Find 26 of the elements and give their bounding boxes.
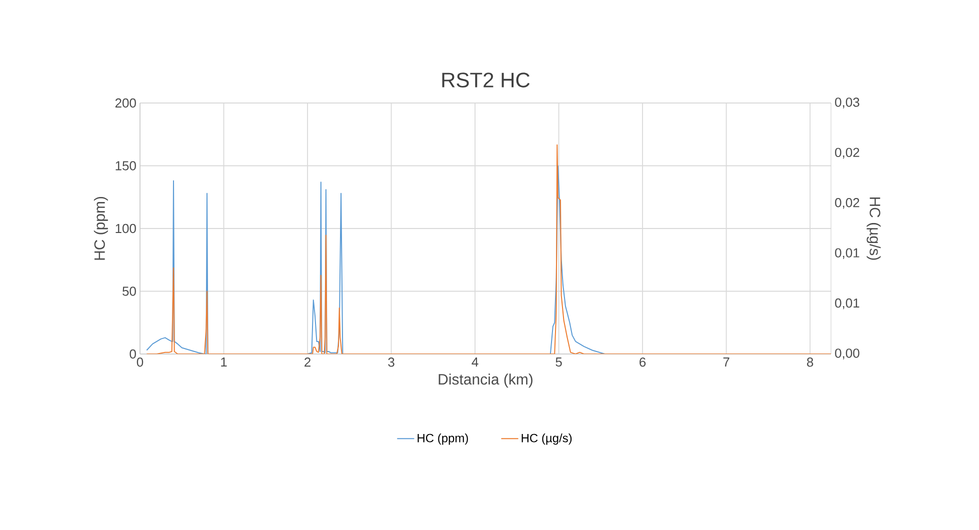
y-tick-label: 200	[115, 98, 136, 108]
x-tick-label: 0	[136, 358, 144, 367]
legend-label: HC (µg/s)	[522, 434, 572, 445]
y2-axis-title: HC (µg/s)	[866, 197, 881, 260]
y2-tick-label: 0,02	[835, 198, 860, 209]
x-tick-label: 3	[388, 358, 394, 367]
y2-tick-label: 0,02	[835, 148, 860, 159]
x-tick-label: 4	[472, 358, 478, 366]
y-tick-label: 0	[130, 349, 136, 359]
y2-tick-label: 0,01	[835, 248, 860, 259]
x-axis-title: Distancia (km)	[438, 374, 532, 388]
y-axis-title: HC (ppm)	[94, 196, 108, 260]
x-tick-label: 1	[221, 358, 227, 366]
y-tick-label: 150	[116, 161, 136, 170]
y-tick-label: 100	[116, 224, 136, 234]
y-tick-label: 50	[122, 286, 136, 296]
x-tick-label: 8	[807, 358, 814, 367]
x-tick-label: 7	[723, 358, 730, 366]
chart-title: RST2 HC	[442, 72, 530, 88]
y2-tick-label: 0,01	[835, 298, 860, 310]
x-tick-label: 5	[556, 358, 562, 367]
y2-tick-label: 0,00	[835, 348, 860, 360]
x-tick-label: 2	[304, 358, 310, 367]
x-tick-label: 6	[640, 358, 646, 367]
legend-label: HC (ppm)	[418, 434, 468, 445]
y2-tick-label: 0,03	[835, 98, 860, 108]
